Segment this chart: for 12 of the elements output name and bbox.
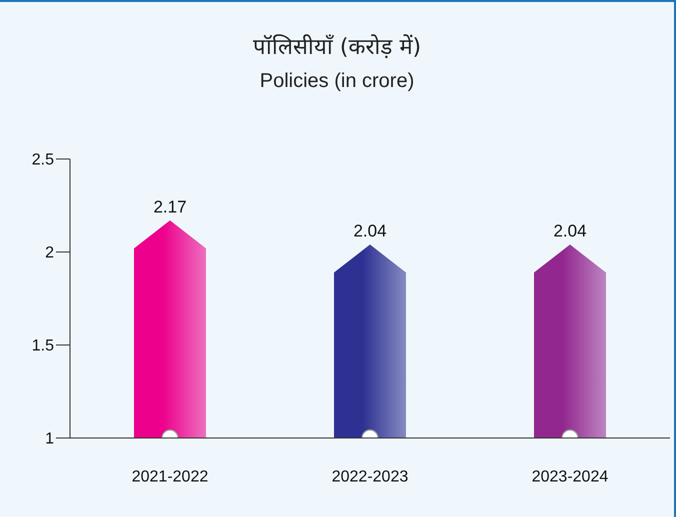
y-tick-label: 1.5 (32, 338, 54, 355)
chart-subtitle: Policies (in crore) (258, 70, 416, 93)
y-tick-label: 2.5 (32, 152, 54, 169)
data-label: 2.17 (153, 197, 187, 216)
y-tick-label: 2 (45, 244, 54, 262)
x-tick-label: 2022-2023 (332, 468, 408, 486)
data-label: 2.04 (353, 222, 387, 241)
x-tick-label: 2023-2024 (532, 468, 608, 486)
x-tick-label: 2021-2022 (132, 468, 208, 486)
y-tick-label: 1 (45, 430, 54, 448)
chart-title: पॉलिसीयाँ (करोड़ में) (252, 33, 422, 60)
data-label: 2.04 (553, 222, 587, 241)
